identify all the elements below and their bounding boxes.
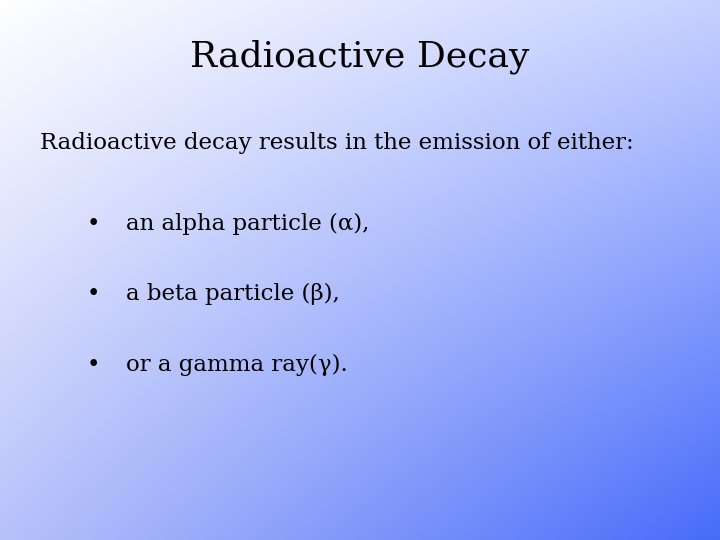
Text: a beta particle (β),: a beta particle (β),	[126, 284, 340, 305]
Text: •: •	[87, 354, 100, 375]
Text: •: •	[87, 284, 100, 305]
Text: Radioactive decay results in the emission of either:: Radioactive decay results in the emissio…	[40, 132, 634, 154]
Text: •: •	[87, 213, 100, 235]
Text: an alpha particle (α),: an alpha particle (α),	[126, 213, 369, 235]
Text: Radioactive Decay: Radioactive Decay	[190, 39, 530, 74]
Text: or a gamma ray(γ).: or a gamma ray(γ).	[126, 354, 348, 375]
